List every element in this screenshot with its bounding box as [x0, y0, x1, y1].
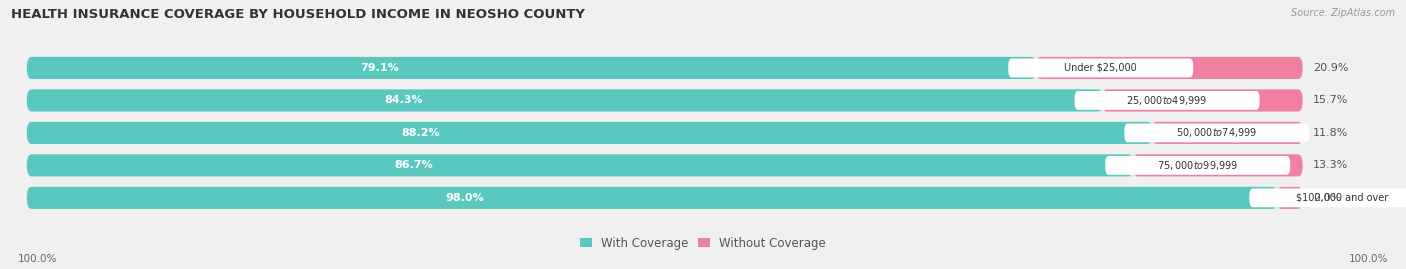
FancyBboxPatch shape: [27, 187, 1277, 209]
FancyBboxPatch shape: [1152, 122, 1302, 144]
FancyBboxPatch shape: [1277, 187, 1302, 209]
FancyBboxPatch shape: [1102, 89, 1302, 111]
FancyBboxPatch shape: [27, 154, 1302, 176]
Text: 100.0%: 100.0%: [18, 254, 58, 264]
FancyBboxPatch shape: [27, 89, 1302, 111]
Text: 98.0%: 98.0%: [446, 193, 484, 203]
FancyBboxPatch shape: [1105, 156, 1291, 175]
Legend: With Coverage, Without Coverage: With Coverage, Without Coverage: [575, 232, 831, 254]
Text: $25,000 to $49,999: $25,000 to $49,999: [1126, 94, 1208, 107]
FancyBboxPatch shape: [1008, 59, 1194, 77]
FancyBboxPatch shape: [27, 122, 1302, 144]
FancyBboxPatch shape: [1133, 154, 1302, 176]
Text: HEALTH INSURANCE COVERAGE BY HOUSEHOLD INCOME IN NEOSHO COUNTY: HEALTH INSURANCE COVERAGE BY HOUSEHOLD I…: [11, 8, 585, 21]
Text: 88.2%: 88.2%: [401, 128, 440, 138]
Text: 20.9%: 20.9%: [1313, 63, 1348, 73]
Text: 11.8%: 11.8%: [1313, 128, 1348, 138]
Text: $75,000 to $99,999: $75,000 to $99,999: [1157, 159, 1239, 172]
FancyBboxPatch shape: [27, 154, 1133, 176]
FancyBboxPatch shape: [1250, 188, 1406, 207]
FancyBboxPatch shape: [27, 122, 1152, 144]
FancyBboxPatch shape: [27, 187, 1302, 209]
Text: $100,000 and over: $100,000 and over: [1296, 193, 1388, 203]
Text: 86.7%: 86.7%: [395, 160, 433, 170]
Text: Under $25,000: Under $25,000: [1064, 63, 1137, 73]
Text: Source: ZipAtlas.com: Source: ZipAtlas.com: [1291, 8, 1395, 18]
Text: 79.1%: 79.1%: [361, 63, 399, 73]
FancyBboxPatch shape: [1125, 123, 1309, 142]
Text: $50,000 to $74,999: $50,000 to $74,999: [1177, 126, 1257, 139]
FancyBboxPatch shape: [27, 57, 1036, 79]
Text: 2.0%: 2.0%: [1313, 193, 1341, 203]
Text: 15.7%: 15.7%: [1313, 95, 1348, 105]
Text: 84.3%: 84.3%: [384, 95, 423, 105]
FancyBboxPatch shape: [27, 57, 1302, 79]
FancyBboxPatch shape: [27, 89, 1102, 111]
Text: 100.0%: 100.0%: [1348, 254, 1388, 264]
Text: 13.3%: 13.3%: [1313, 160, 1348, 170]
FancyBboxPatch shape: [1036, 57, 1302, 79]
FancyBboxPatch shape: [1074, 91, 1260, 110]
